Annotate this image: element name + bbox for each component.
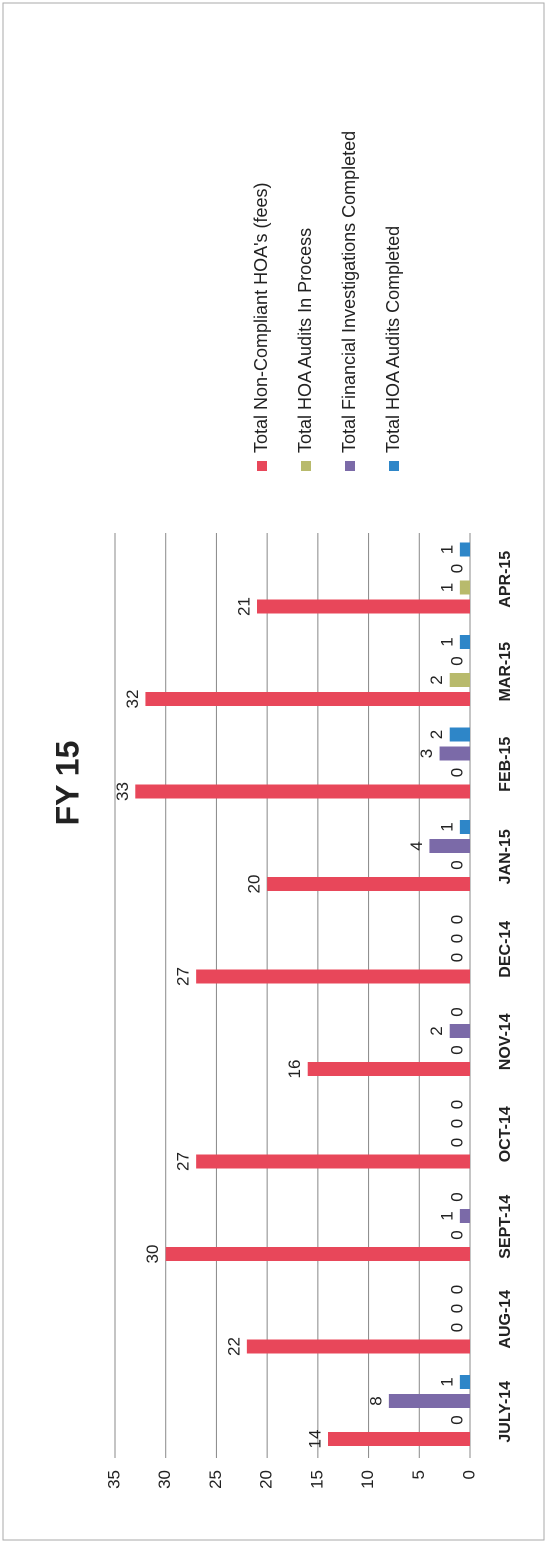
data-label: 1 (437, 583, 456, 592)
bar (459, 542, 471, 557)
data-label: 0 (447, 860, 466, 869)
x-tick-label: JULY-14 (497, 1381, 514, 1443)
data-label: 1 (437, 637, 456, 646)
legend-swatch (257, 461, 267, 471)
data-label: 0 (447, 768, 466, 777)
data-label: 33 (113, 782, 132, 801)
data-label: 27 (174, 1152, 193, 1171)
data-label: 16 (285, 1060, 304, 1079)
data-label: 0 (447, 1230, 466, 1239)
data-label: 0 (447, 1119, 466, 1128)
x-tick-label: APR-15 (497, 551, 514, 608)
bar (449, 727, 471, 742)
bar (429, 839, 470, 853)
data-label: 0 (447, 1192, 466, 1201)
bar (459, 635, 471, 649)
bar (459, 1375, 471, 1389)
chart-title: FY 15 (49, 741, 85, 826)
data-label: 1 (437, 1211, 456, 1220)
x-tick-label: FEB-15 (497, 737, 514, 792)
x-tick-label: SEPT-14 (497, 1195, 514, 1259)
bar (459, 580, 471, 595)
data-label: 0 (447, 915, 466, 924)
data-label: 21 (234, 597, 253, 616)
data-label: 0 (447, 656, 466, 665)
data-label: 1 (437, 1377, 456, 1386)
legend-label: Total HOA Audits In Process (295, 228, 315, 453)
y-tick-label: 15 (307, 1470, 326, 1489)
legend-swatch (389, 461, 399, 471)
data-label: 0 (447, 1007, 466, 1016)
bar (449, 673, 471, 687)
bar (196, 969, 470, 984)
y-tick-label: 25 (206, 1470, 225, 1489)
data-label: 2 (427, 675, 446, 684)
bar (439, 746, 471, 761)
legend-label: Total HOA Audits Completed (383, 226, 403, 453)
legend-swatch (301, 461, 311, 471)
data-label: 3 (417, 749, 436, 758)
data-label: 8 (366, 1396, 385, 1405)
y-tick-label: 0 (459, 1470, 478, 1479)
bar (449, 1024, 471, 1038)
y-tick-label: 30 (155, 1470, 174, 1489)
data-label: 2 (427, 730, 446, 739)
x-tick-label: OCT-14 (497, 1106, 514, 1162)
bar (196, 1154, 470, 1169)
data-label: 1 (437, 822, 456, 831)
x-tick-label: JAN-15 (497, 829, 514, 884)
data-label: 1 (437, 545, 456, 554)
data-label: 0 (447, 564, 466, 573)
y-tick-label: 20 (257, 1470, 276, 1489)
x-tick-label: AUG-14 (497, 1290, 514, 1349)
bar (328, 1432, 470, 1446)
legend-swatch (345, 461, 355, 471)
y-tick-label: 5 (409, 1470, 428, 1479)
legend-label: Total Non-Compliant HOA's (fees) (251, 182, 271, 453)
bar (388, 1394, 471, 1408)
data-label: 2 (427, 1026, 446, 1035)
bar (267, 877, 470, 891)
bar (246, 1339, 470, 1354)
data-label: 0 (447, 1323, 466, 1332)
data-label: 0 (447, 1304, 466, 1313)
data-label: 30 (143, 1245, 162, 1264)
x-tick-label: NOV-14 (497, 1013, 514, 1070)
bar (145, 692, 471, 706)
bar (135, 784, 471, 799)
data-label: 0 (447, 1100, 466, 1109)
bar (459, 820, 471, 834)
data-label: 0 (447, 953, 466, 962)
data-label: 14 (305, 1430, 324, 1449)
y-tick-label: 10 (358, 1470, 377, 1489)
data-label: 0 (447, 1138, 466, 1147)
data-label: 27 (174, 967, 193, 986)
rotated-chart: FY 15 05101520253035JULY-1414081AUG-1422… (49, 131, 514, 1489)
data-label: 0 (447, 934, 466, 943)
data-label: 0 (447, 1045, 466, 1054)
bar (459, 1209, 471, 1223)
bar (307, 1062, 471, 1076)
data-label: 22 (224, 1337, 243, 1356)
data-label: 32 (123, 690, 142, 709)
bar (165, 1247, 470, 1261)
legend-label: Total Financial Investigations Completed (339, 131, 359, 453)
data-label: 20 (245, 875, 264, 894)
x-tick-label: MAR-15 (497, 642, 514, 702)
y-tick-label: 35 (104, 1470, 123, 1489)
x-tick-label: DEC-14 (497, 921, 514, 978)
data-label: 4 (407, 841, 426, 850)
data-label: 0 (447, 1415, 466, 1424)
data-label: 0 (447, 1285, 466, 1294)
bar (257, 599, 470, 614)
